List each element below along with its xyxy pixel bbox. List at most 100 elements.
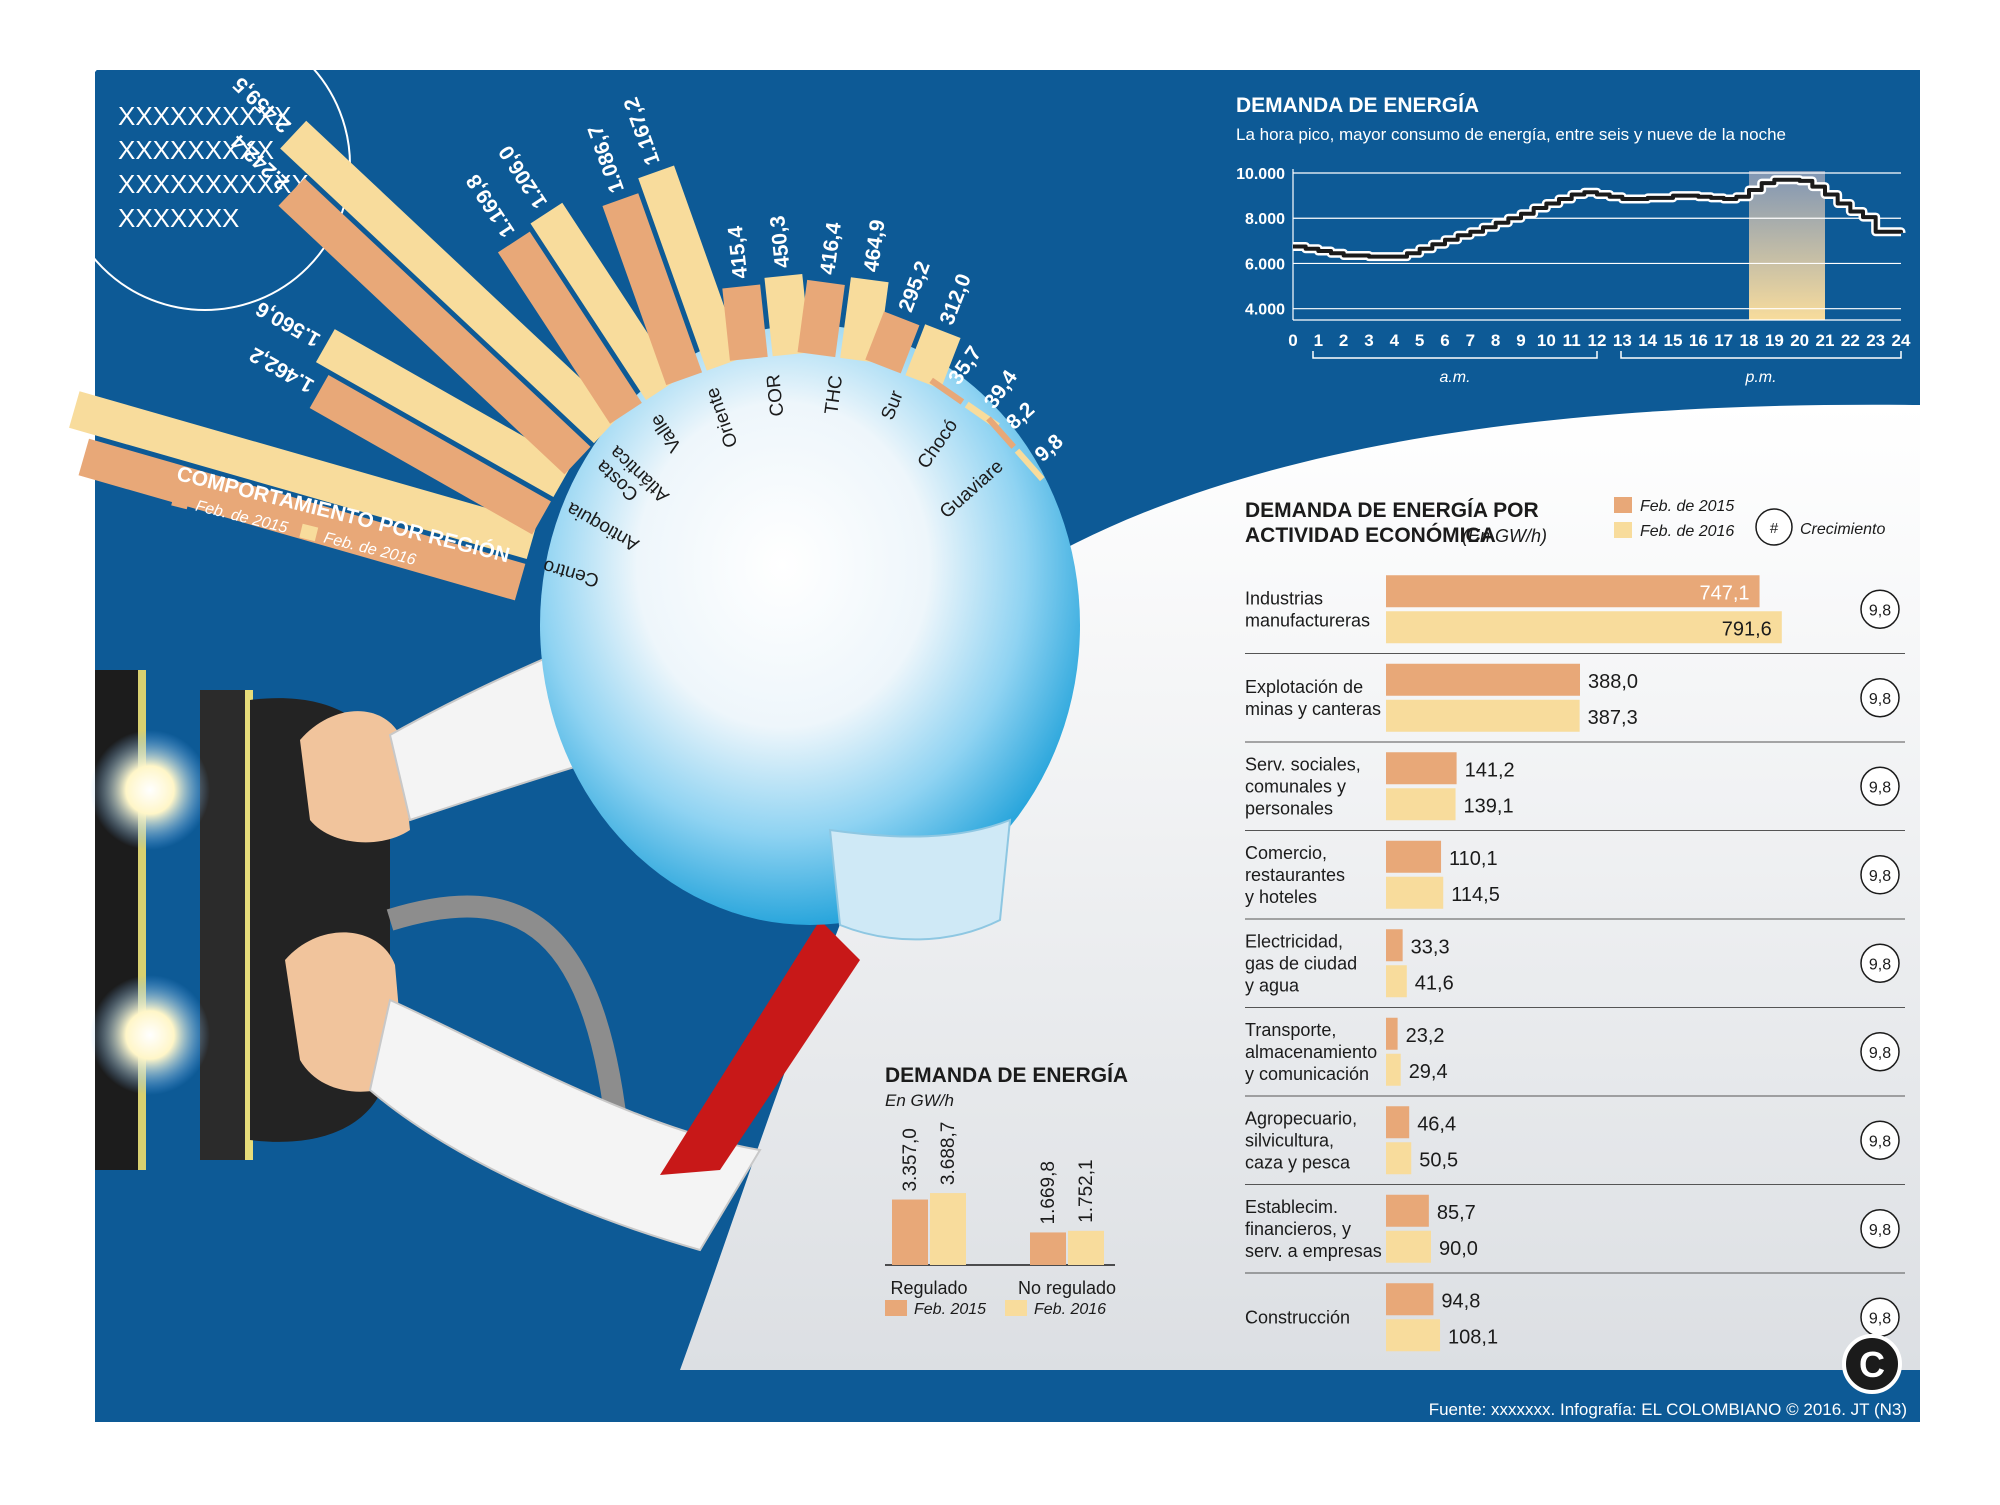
region-bar — [722, 284, 768, 361]
region-bar — [1014, 448, 1045, 482]
sector-bar — [1386, 575, 1760, 608]
region-bar — [929, 377, 965, 405]
sector-category-label: y hoteles — [1245, 887, 1317, 907]
sector-category-label: Explotación de — [1245, 677, 1363, 697]
socket-illustration — [90, 325, 1080, 1252]
sector-bar — [1386, 663, 1580, 696]
regulated-legend-label-2016: Feb. 2016 — [1034, 1301, 1106, 1318]
region-category-label: THC — [821, 374, 847, 415]
footer-source: Fuente: xxxxxxx. Infografía: EL COLOMBIA… — [1429, 1400, 1907, 1419]
hourly-xtick-label: 21 — [1816, 331, 1835, 350]
region-bar — [530, 202, 678, 401]
tie — [660, 920, 860, 1175]
sector-category-label: minas y canteras — [1245, 699, 1381, 719]
region-value-label: 450,3 — [766, 214, 794, 269]
hourly-xtick-label: 10 — [1537, 331, 1556, 350]
growth-value: 9,8 — [1869, 779, 1891, 796]
sector-value-label: 108,1 — [1448, 1326, 1498, 1348]
sector-category-label: restaurantes — [1245, 865, 1345, 885]
sector-value-label: 50,5 — [1419, 1149, 1458, 1171]
sector-bar — [1386, 1319, 1441, 1352]
sector-category-label: silvicultura, — [1245, 1130, 1334, 1150]
sector-bar — [1386, 876, 1444, 909]
hourly-xtick-label: 14 — [1638, 331, 1657, 350]
hourly-xtick-label: 20 — [1790, 331, 1809, 350]
region-category-label: COR — [763, 373, 788, 417]
hourly-xtick-label: 24 — [1892, 331, 1911, 350]
region-bar-group: 415,4 — [722, 225, 768, 361]
sector-bar — [1386, 965, 1407, 998]
hourly-xtick-label: 17 — [1714, 331, 1733, 350]
region-bar — [278, 178, 591, 475]
region-value-label: 415,4 — [724, 225, 752, 280]
footer-strip — [1300, 1370, 1920, 1422]
sector-bar — [1386, 1017, 1398, 1050]
corner-text-line: XXXXXXX — [118, 203, 239, 233]
growth-legend-label: Crecimiento — [1800, 521, 1885, 538]
region-bar — [602, 193, 703, 386]
growth-legend-symbol: # — [1770, 520, 1779, 537]
sector-category-label: financieros, y — [1245, 1219, 1351, 1239]
regulated-category-label: Regulado — [890, 1278, 967, 1298]
growth-value: 9,8 — [1869, 1222, 1891, 1239]
power-cable — [386, 895, 631, 1161]
sector-category-label: y agua — [1245, 975, 1300, 995]
growth-value: 9,8 — [1869, 602, 1891, 619]
sector-category-label: gas de ciudad — [1245, 953, 1357, 973]
growth-badge — [1860, 943, 1900, 983]
region-value-label: 2.720,6 — [0, 376, 70, 417]
hourly-xtick-label: 15 — [1664, 331, 1683, 350]
sector-chart: DEMANDA DE ENERGÍA POR ACTIVIDAD ECONÓMI… — [1245, 497, 1905, 1352]
region-bar — [315, 329, 573, 498]
sector-category-label: almacenamiento — [1245, 1042, 1377, 1062]
hourly-ytick-label: 10.000 — [1236, 166, 1285, 183]
regulated-legend-label-2015: Feb. 2015 — [914, 1301, 986, 1318]
region-bar — [986, 416, 1016, 449]
sector-value-label: 110,1 — [1449, 848, 1498, 870]
sector-value-label: 139,1 — [1464, 795, 1514, 817]
regulated-chart-unit: En GW/h — [885, 1091, 954, 1110]
legend-swatch-2015 — [171, 491, 191, 510]
sector-value-label: 387,3 — [1588, 707, 1638, 729]
sector-bar — [1386, 699, 1580, 732]
sector-category-label: Establecim. — [1245, 1197, 1338, 1217]
socket-plate-2 — [200, 690, 248, 1160]
pm-label: p.m. — [1744, 369, 1776, 386]
sector-bar — [1386, 1194, 1429, 1227]
sector-category-label: Serv. sociales, — [1245, 754, 1361, 774]
growth-badge — [1860, 855, 1900, 895]
hourly-xtick-label: 18 — [1740, 331, 1759, 350]
region-bar — [497, 231, 642, 424]
sector-value-label: 94,8 — [1441, 1290, 1480, 1312]
region-value-label: 2.593,8 — [5, 424, 79, 466]
sector-category-label: y comunicación — [1245, 1064, 1369, 1084]
regulated-chart-title: DEMANDA DE ENERGÍA — [885, 1064, 1128, 1087]
sector-value-label: 41,6 — [1415, 972, 1454, 994]
hourly-xtick-label: 23 — [1866, 331, 1885, 350]
regulated-bar — [1068, 1230, 1104, 1265]
sector-value-label: 747,1 — [1699, 582, 1749, 604]
hourly-ytick-label: 6.000 — [1245, 256, 1285, 273]
logo-circle — [1842, 1334, 1902, 1394]
sector-value-label: 388,0 — [1588, 671, 1638, 693]
hourly-xtick-label: 2 — [1339, 331, 1348, 350]
region-bar — [865, 311, 920, 374]
region-bar-group: 450,3 — [764, 214, 811, 357]
sector-legend-swatch-2016 — [1614, 522, 1632, 538]
hourly-xtick-label: 3 — [1364, 331, 1373, 350]
regulated-bar — [930, 1193, 966, 1265]
am-label: a.m. — [1439, 369, 1470, 386]
growth-badge — [1860, 1032, 1900, 1072]
peak-hours-band — [1749, 171, 1825, 320]
hourly-xtick-label: 4 — [1390, 331, 1400, 350]
region-bar — [309, 375, 551, 535]
sector-category-label: caza y pesca — [1245, 1152, 1351, 1172]
growth-badge — [1860, 1209, 1900, 1249]
sector-category-label: comunales y — [1245, 776, 1346, 796]
regulated-bar — [1030, 1232, 1066, 1265]
